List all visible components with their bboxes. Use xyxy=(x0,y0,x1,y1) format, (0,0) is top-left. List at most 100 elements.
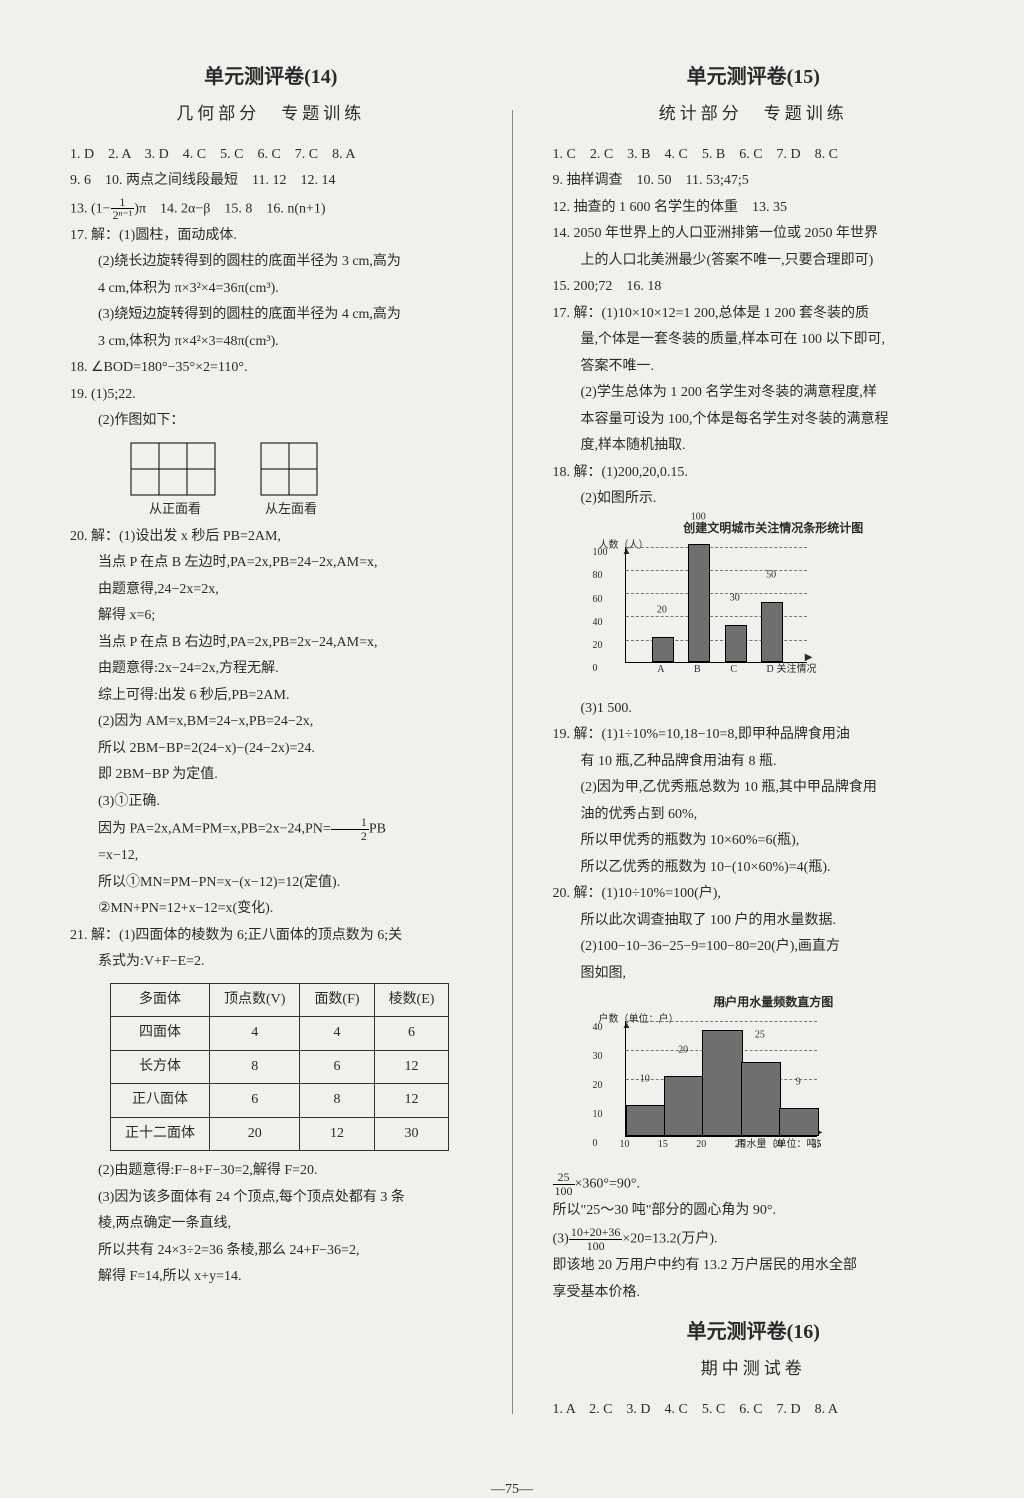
table-cell: 12 xyxy=(374,1050,449,1084)
r-q17-1a: 17. 解：(1)10×10×12=1 200,总体是 1 200 套冬装的质 xyxy=(553,302,955,327)
table-cell: 正八面体 xyxy=(111,1084,210,1118)
q20-l: =x−12, xyxy=(70,844,472,869)
q20-i: 即 2BM−BP 为定值. xyxy=(70,763,472,788)
r-q20-2b: 图如图, xyxy=(553,962,955,987)
q21-3a: (3)因为该多面体有 24 个顶点,每个顶点处都有 3 条 xyxy=(70,1186,472,1211)
q20-h: 所以 2BM−BP=2(24−x)−(24−2x)=24. xyxy=(70,737,472,762)
q20-b: 由题意得,24−2x=2x, xyxy=(70,578,472,603)
q20-n: ②MN+PN=12+x−12=x(变化). xyxy=(70,897,472,922)
table-cell: 30 xyxy=(374,1117,449,1151)
q21-2: (2)由题意得:F−8+F−30=2,解得 F=20. xyxy=(70,1159,472,1184)
q17-head: 17. 解：(1)圆柱，面动成体. xyxy=(70,224,472,249)
q20-c: 解得 x=6; xyxy=(70,604,472,629)
q21-3c: 所以共有 24×3÷2=36 条棱,那么 24+F−36=2, xyxy=(70,1239,472,1264)
q13-frac: 12ⁿ⁻¹ xyxy=(111,196,135,222)
r-q19-2c: 所以甲优秀的瓶数为 10×60%=6(瓶), xyxy=(553,829,955,854)
table-row: 长方体8612 xyxy=(111,1050,449,1084)
th-name: 多面体 xyxy=(111,983,210,1017)
table-header-row: 多面体 顶点数(V) 面数(F) 棱数(E) xyxy=(111,983,449,1017)
r-line4b: 上的人口北美洲最少(答案不唯一,只要合理即可) xyxy=(553,249,955,274)
r-q19-2d: 所以乙优秀的瓶数为 10−(10×60%)=4(瓶). xyxy=(553,856,955,881)
page-number: —75— xyxy=(0,1482,1024,1498)
frac-102036-100: 10+20+36100 xyxy=(569,1226,623,1252)
chart2: ▲▶户数（单位：户）102036259010203040101520253035… xyxy=(593,1015,823,1165)
q20-k1: 因为 PA=2x,AM=PM=x,PB=2x−24,PN= xyxy=(98,822,331,837)
page: 单元测评卷(14) 几何部分 专题训练 1. D 2. A 3. D 4. C … xyxy=(0,0,1024,1464)
section-subtitle-16: 期中测试卷 xyxy=(553,1354,955,1384)
frac-tail: ×360°=90°. xyxy=(575,1177,641,1192)
chart1-wrap: 创建文明城市关注情况条形统计图 ▲▶人数（人）20100305002040608… xyxy=(593,518,955,691)
chart1-title: 创建文明城市关注情况条形统计图 xyxy=(593,518,955,539)
table-cell: 6 xyxy=(210,1084,300,1118)
answers-line-1: 1. D 2. A 3. D 4. C 5. C 6. C 7. C 8. A xyxy=(70,143,472,168)
section-subtitle-15: 统计部分 专题训练 xyxy=(553,99,955,129)
answers-line-2: 9. 6 10. 两点之间线段最短 11. 12 12. 14 xyxy=(70,169,472,194)
q20-e: 由题意得:2x−24=2x,方程无解. xyxy=(70,657,472,682)
q17-3b: 3 cm,体积为 π×4²×3=48π(cm³). xyxy=(70,330,472,355)
r-q17-2c: 度,样本随机抽取. xyxy=(553,434,955,459)
net-front-svg xyxy=(130,442,220,498)
q20-head: 20. 解：(1)设出发 x 秒后 PB=2AM, xyxy=(70,525,472,550)
ans16: 1. A 2. C 3. D 4. C 5. C 6. C 7. D 8. A xyxy=(553,1398,955,1423)
table-cell: 长方体 xyxy=(111,1050,210,1084)
q20-f: 综上可得:出发 6 秒后,PB=2AM. xyxy=(70,684,472,709)
table-cell: 4 xyxy=(300,1017,374,1051)
table-cell: 8 xyxy=(210,1050,300,1084)
r-line1: 1. C 2. C 3. B 4. C 5. B 6. C 7. D 8. C xyxy=(553,143,955,168)
q18: 18. ∠BOD=180°−35°×2=110°. xyxy=(70,356,472,381)
r-q20-2a: (2)100−10−36−25−9=100−80=20(户),画直方 xyxy=(553,935,955,960)
q21-3b: 棱,两点确定一条直线, xyxy=(70,1212,472,1237)
net-left-caption: 从左面看 xyxy=(260,498,322,521)
r-q17-1c: 答案不唯一. xyxy=(553,355,955,380)
q20-k: 因为 PA=2x,AM=PM=x,PB=2x−24,PN=12PB xyxy=(70,816,472,842)
q20-k-frac: 12 xyxy=(331,816,369,842)
table-row: 正十二面体201230 xyxy=(111,1117,449,1151)
chart1: ▲▶人数（人）201003050020406080100ABCD关注情况 xyxy=(593,541,813,691)
q20-a: 当点 P 在点 B 左边时,PA=2x,PB=24−2x,AM=x, xyxy=(70,551,472,576)
r-q17-1b: 量,个体是一套冬装的质量,样本可在 100 以下即可, xyxy=(553,328,955,353)
table-row: 四面体446 xyxy=(111,1017,449,1051)
r-q17-2b: 本容量可设为 100,个体是每名学生对冬装的满意程 xyxy=(553,408,955,433)
table-cell: 20 xyxy=(210,1117,300,1151)
r-q19-2a: (2)因为甲,乙优秀瓶总数为 10 瓶,其中甲品牌食用 xyxy=(553,776,955,801)
r-q20-frac: 25100×360°=90°. xyxy=(553,1171,955,1197)
q13-close: )π 14. 2α−β 15. 8 16. n(n+1) xyxy=(134,201,325,216)
r-line4: 14. 2050 年世界上的人口亚洲排第一位或 2050 年世界 xyxy=(553,222,955,247)
r-q20-3tail: ×20=13.2(万户). xyxy=(622,1231,717,1246)
table-cell: 8 xyxy=(300,1084,374,1118)
polyhedra-table: 多面体 顶点数(V) 面数(F) 棱数(E) 四面体446长方体8612正八面体… xyxy=(110,983,449,1152)
r-q18-1: 18. 解：(1)200,20,0.15. xyxy=(553,461,955,486)
net-front-caption: 从正面看 xyxy=(130,498,220,521)
section-title-15: 单元测评卷(15) xyxy=(553,60,955,95)
th-f: 面数(F) xyxy=(300,983,374,1017)
net-front-view: 从正面看 xyxy=(130,442,220,521)
table-row: 正八面体6812 xyxy=(111,1084,449,1118)
r-q20-3: (3)10+20+36100×20=13.2(万户). xyxy=(553,1226,955,1252)
th-e: 棱数(E) xyxy=(374,983,449,1017)
q21-head2: 系式为:V+F−E=2. xyxy=(70,950,472,975)
q20-d: 当点 P 在点 B 右边时,PA=2x,PB=2x−24,AM=x, xyxy=(70,631,472,656)
table-cell: 6 xyxy=(300,1050,374,1084)
q19-2: (2)作图如下： xyxy=(70,409,472,434)
q20-k2: PB xyxy=(369,822,386,837)
left-column: 单元测评卷(14) 几何部分 专题训练 1. D 2. A 3. D 4. C … xyxy=(70,60,472,1424)
table-body: 四面体446长方体8612正八面体6812正十二面体201230 xyxy=(111,1017,449,1151)
chart2-wrap: 用户用水量频数直方图 ▲▶户数（单位：户）1020362590102030401… xyxy=(593,992,955,1165)
q17-2a: (2)绕长边旋转得到的圆柱的底面半径为 3 cm,高为 xyxy=(70,250,472,275)
q19-1: 19. (1)5;22. xyxy=(70,383,472,408)
q21-3d: 解得 F=14,所以 x+y=14. xyxy=(70,1265,472,1290)
r-line3: 12. 抽查的 1 600 名学生的体重 13. 35 xyxy=(553,196,955,221)
r-line5: 15. 200;72 16. 18 xyxy=(553,275,955,300)
q13-open: (1− xyxy=(91,201,111,216)
q17-3a: (3)绕短边旋转得到的圆柱的底面半径为 4 cm,高为 xyxy=(70,303,472,328)
table-cell: 6 xyxy=(374,1017,449,1051)
q13: 13. (1−12ⁿ⁻¹)π 14. 2α−β 15. 8 16. n(n+1) xyxy=(70,196,472,222)
q17-2b: 4 cm,体积为 π×3²×4=36π(cm³). xyxy=(70,277,472,302)
q20-m: 所以①MN=PM−PN=x−(x−12)=12(定值). xyxy=(70,871,472,896)
r-q20-3pfx: (3) xyxy=(553,1231,569,1246)
table-cell: 12 xyxy=(374,1084,449,1118)
r-q20-4: 即该地 20 万用户中约有 13.2 万户居民的用水全部 xyxy=(553,1254,955,1279)
table-cell: 四面体 xyxy=(111,1017,210,1051)
r-q20-1b: 所以此次调查抽取了 100 户的用水量数据. xyxy=(553,909,955,934)
q20-g: (2)因为 AM=x,BM=24−x,PB=24−2x, xyxy=(70,710,472,735)
